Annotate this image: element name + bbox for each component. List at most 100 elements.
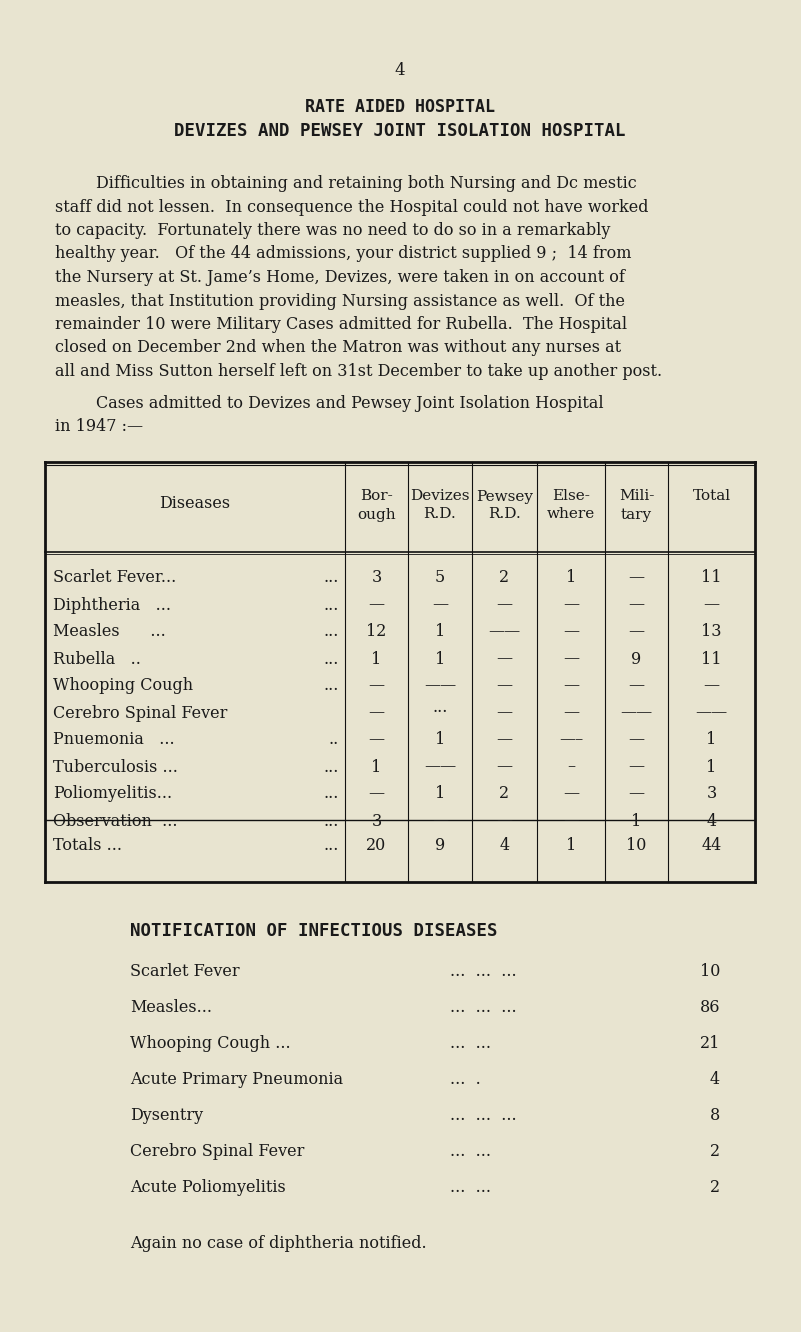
Text: ——: —— (695, 705, 727, 722)
Text: 1: 1 (566, 838, 576, 855)
Text: —: — (368, 786, 384, 802)
Text: 8: 8 (710, 1107, 720, 1124)
Text: RATE AIDED HOSPITAL: RATE AIDED HOSPITAL (305, 99, 495, 116)
Text: 4: 4 (710, 1071, 720, 1088)
Text: Pnuemonia   ...: Pnuemonia ... (53, 731, 175, 749)
Text: Bor-: Bor- (360, 489, 392, 503)
Text: staff did not lessen.  In consequence the Hospital could not have worked: staff did not lessen. In consequence the… (55, 198, 649, 216)
Text: ...: ... (324, 813, 339, 830)
Text: –: – (567, 758, 575, 775)
Text: 2: 2 (500, 786, 509, 802)
Text: —: — (432, 597, 448, 614)
Text: —: — (629, 731, 645, 749)
Text: ——: —— (489, 623, 521, 641)
Text: ...  ...: ... ... (450, 1035, 491, 1052)
Text: 4: 4 (395, 63, 405, 79)
Text: —: — (629, 597, 645, 614)
Text: ...  ...  ...: ... ... ... (450, 1107, 517, 1124)
Text: 1: 1 (706, 758, 717, 775)
Text: 13: 13 (701, 623, 722, 641)
Text: ——: —— (424, 758, 456, 775)
Text: 1: 1 (372, 650, 381, 667)
Text: —: — (563, 678, 579, 694)
Text: —: — (563, 786, 579, 802)
Text: ...: ... (324, 786, 339, 802)
Text: 1: 1 (566, 570, 576, 586)
Text: —: — (497, 650, 513, 667)
Text: —: — (368, 597, 384, 614)
Text: —: — (497, 813, 513, 830)
Text: Tuberculosis ...: Tuberculosis ... (53, 758, 178, 775)
Text: ...: ... (324, 678, 339, 694)
Text: ...: ... (324, 570, 339, 586)
Text: —: — (629, 623, 645, 641)
Text: 86: 86 (699, 999, 720, 1016)
Text: to capacity.  Fortunately there was no need to do so in a remarkably: to capacity. Fortunately there was no ne… (55, 222, 610, 238)
Text: Difficulties in obtaining and retaining both Nursing and Dc mestic: Difficulties in obtaining and retaining … (55, 174, 637, 192)
Text: Measles...: Measles... (130, 999, 212, 1016)
Text: 1: 1 (631, 813, 642, 830)
Text: all and Miss Sutton herself left on 31st December to take up another post.: all and Miss Sutton herself left on 31st… (55, 364, 662, 380)
Text: —: — (368, 678, 384, 694)
Text: healthy year.   Of the 44 admissions, your district supplied 9 ;  14 from: healthy year. Of the 44 admissions, your… (55, 245, 631, 262)
Text: Again no case of diphtheria notified.: Again no case of diphtheria notified. (130, 1236, 427, 1252)
Text: ough: ough (357, 507, 396, 522)
Text: —: — (629, 786, 645, 802)
Text: —: — (629, 570, 645, 586)
Text: Acute Primary Pneumonia: Acute Primary Pneumonia (130, 1071, 343, 1088)
Text: 2: 2 (500, 570, 509, 586)
Text: where: where (547, 507, 595, 522)
Text: Cases admitted to Devizes and Pewsey Joint Isolation Hospital: Cases admitted to Devizes and Pewsey Joi… (55, 394, 604, 412)
Text: Devizes: Devizes (410, 489, 469, 503)
Text: ...: ... (324, 623, 339, 641)
Text: —: — (497, 731, 513, 749)
Text: Diphtheria   ...: Diphtheria ... (53, 597, 171, 614)
Text: 1: 1 (435, 650, 445, 667)
Text: Acute Poliomyelitis: Acute Poliomyelitis (130, 1180, 286, 1196)
Text: R.D.: R.D. (424, 507, 457, 522)
Text: 1: 1 (372, 758, 381, 775)
Text: ——: —— (424, 678, 456, 694)
Text: ..: .. (328, 731, 339, 749)
Text: Measles      ...: Measles ... (53, 623, 166, 641)
Text: ...: ... (324, 650, 339, 667)
Text: 21: 21 (699, 1035, 720, 1052)
Text: ——: —— (621, 705, 653, 722)
Text: Rubella   ..: Rubella .. (53, 650, 141, 667)
Text: —–: —– (559, 731, 583, 749)
Text: 1: 1 (435, 731, 445, 749)
Text: Diseases: Diseases (159, 496, 231, 511)
Text: measles, that Institution providing Nursing assistance as well.  Of the: measles, that Institution providing Nurs… (55, 293, 625, 309)
Text: ···: ··· (433, 705, 448, 722)
Text: 10: 10 (699, 963, 720, 980)
Text: Poliomyelitis...: Poliomyelitis... (53, 786, 172, 802)
Text: ...: ... (324, 838, 339, 855)
Text: —: — (703, 678, 719, 694)
Text: ...: ... (324, 597, 339, 614)
Text: Whooping Cough: Whooping Cough (53, 678, 193, 694)
Text: Pewsey: Pewsey (476, 489, 533, 503)
Text: Dysentry: Dysentry (130, 1107, 203, 1124)
Text: DEVIZES AND PEWSEY JOINT ISOLATION HOSPITAL: DEVIZES AND PEWSEY JOINT ISOLATION HOSPI… (175, 123, 626, 140)
Text: Whooping Cough ...: Whooping Cough ... (130, 1035, 291, 1052)
Text: —: — (563, 597, 579, 614)
Text: —: — (497, 758, 513, 775)
Text: Cerebro Spinal Fever: Cerebro Spinal Fever (53, 705, 227, 722)
Text: —: — (563, 813, 579, 830)
Text: Cerebro Spinal Fever: Cerebro Spinal Fever (130, 1143, 304, 1160)
Text: 2: 2 (710, 1180, 720, 1196)
Text: —: — (497, 705, 513, 722)
Text: Observation  ...: Observation ... (53, 813, 178, 830)
Text: —: — (497, 678, 513, 694)
Text: ...  ...  ...: ... ... ... (450, 999, 517, 1016)
Text: Scarlet Fever...: Scarlet Fever... (53, 570, 176, 586)
Text: Total: Total (692, 489, 731, 503)
Text: ...  .: ... . (450, 1071, 481, 1088)
Text: NOTIFICATION OF INFECTIOUS DISEASES: NOTIFICATION OF INFECTIOUS DISEASES (130, 922, 497, 939)
Text: 3: 3 (372, 813, 381, 830)
Text: ...: ... (324, 758, 339, 775)
Text: —: — (368, 731, 384, 749)
Text: —: — (563, 623, 579, 641)
Text: 9: 9 (631, 650, 642, 667)
Text: 11: 11 (701, 650, 722, 667)
